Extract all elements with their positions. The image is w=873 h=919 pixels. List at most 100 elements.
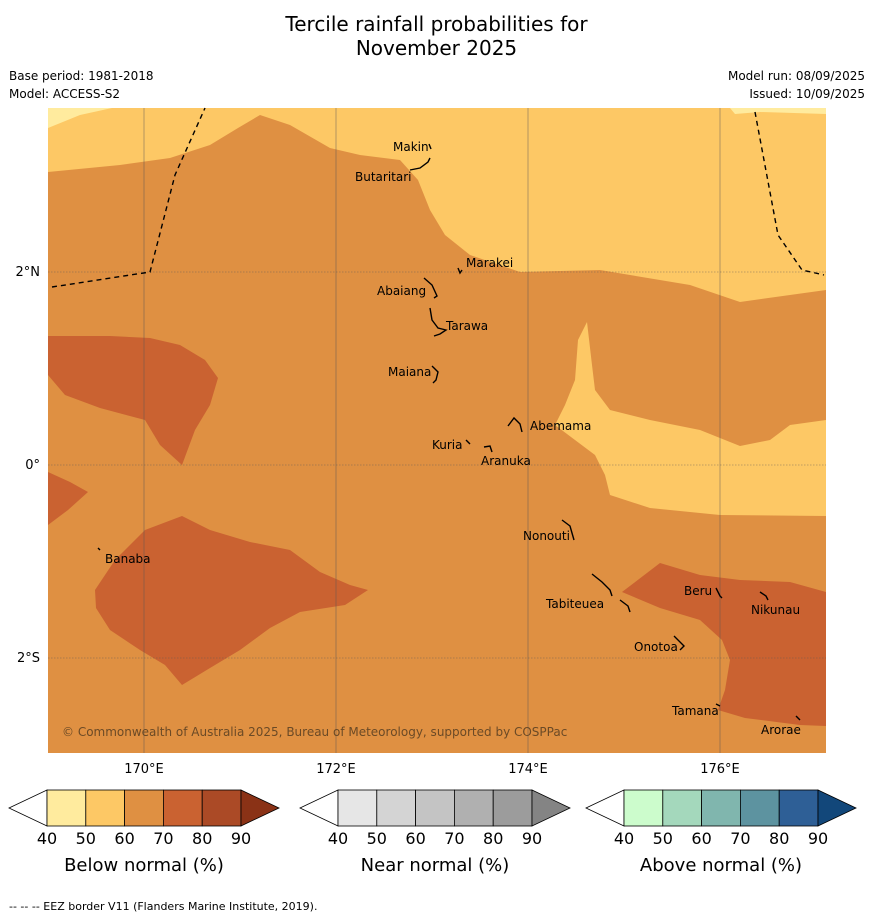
title-line-1: Tercile rainfall probabilities for (285, 12, 588, 36)
colorbar-segment (662, 789, 702, 827)
label-abemama: Abemama (530, 419, 591, 433)
island-tarawa (429, 307, 448, 337)
colorbar-tick: 60 (691, 829, 711, 848)
lat-label-2s: 2°S (17, 651, 40, 666)
region-70-80-west (48, 336, 218, 465)
issued-date: Issued: 10/09/2025 (749, 87, 865, 101)
colorbar-segment (337, 789, 378, 827)
model-name: Model: ACCESS-S2 (9, 87, 121, 101)
island-nonouti (561, 519, 575, 541)
region-50-60-east (555, 322, 826, 516)
lon-label-174: 174°E (508, 762, 548, 777)
colorbar-tick: 80 (483, 829, 503, 848)
label-arorae: Arorae (761, 723, 801, 737)
colorbar-tick: 60 (405, 829, 425, 848)
label-makin: Makin (393, 140, 429, 154)
colorbar-segment (46, 789, 87, 827)
island-tamana (715, 703, 721, 707)
label-tamana: Tamana (671, 704, 719, 718)
island-labels: Makin Butaritari Marakei Abaiang Tarawa … (105, 140, 801, 737)
label-onotoa: Onotoa (634, 640, 678, 654)
colorbar-segment (492, 789, 533, 827)
map-title: Tercile rainfall probabilities for Novem… (0, 12, 873, 60)
graticule (48, 108, 826, 753)
colorbar-tick: 40 (328, 829, 348, 848)
island-makin (428, 143, 432, 150)
meta-left: Base period: 1981-2018 Model: ACCESS-S2 (9, 67, 154, 103)
colorbars: 40 50 60 70 80 90 Below normal (%) 40 50 60 70 80 90… (8, 789, 857, 876)
colorbar-segment (162, 789, 203, 827)
label-abaiang: Abaiang (377, 284, 426, 298)
region-50-60-north (48, 108, 826, 302)
colorbar-tick: 90 (808, 829, 828, 848)
region-70-80-southwest (95, 516, 368, 685)
colorbar-extend-low (585, 789, 625, 827)
lon-label-176: 176°E (700, 762, 740, 777)
island-banaba (97, 547, 101, 551)
copyright-note: © Commonwealth of Australia 2025, Bureau… (62, 725, 567, 739)
island-tabiteuea (591, 573, 631, 613)
island-arorae (795, 715, 801, 721)
colorbar-tick: 50 (367, 829, 387, 848)
colorbar-segment (701, 789, 741, 827)
island-beru (715, 587, 723, 599)
colorbar-2: 40 50 60 70 80 90 Near normal (%) (299, 789, 571, 876)
colorbar-segment (376, 789, 416, 827)
colorbar-segment (623, 789, 664, 827)
label-nonouti: Nonouti (523, 529, 570, 543)
island-aranuka (483, 445, 493, 453)
meta-right: Model run: 08/09/2025 Issued: 10/09/2025 (728, 67, 865, 103)
colorbar-label: Above normal (%) (640, 855, 802, 876)
base-period: Base period: 1981-2018 (9, 69, 154, 83)
colorbar-extend-low (299, 789, 339, 827)
island-butaritari (409, 157, 431, 171)
islands (97, 143, 801, 721)
label-kuria: Kuria (432, 438, 463, 452)
colorbar-tick: 70 (444, 829, 464, 848)
colorbar-segment (85, 789, 126, 827)
island-nikunau (759, 591, 769, 601)
colorbar-segment (415, 789, 455, 827)
label-nikunau: Nikunau (751, 603, 800, 617)
island-kuria (465, 439, 471, 445)
eez-footnote: -- -- -- EEZ border V11 (Flanders Marine… (9, 900, 318, 913)
island-marakei (457, 267, 463, 275)
colorbar-extend-high (531, 789, 571, 827)
lon-label-170: 170°E (124, 762, 164, 777)
colorbar-extend-low (8, 789, 48, 827)
region-40-50-topleft (48, 108, 112, 128)
label-tarawa: Tarawa (445, 319, 488, 333)
colorbar-label: Near normal (%) (361, 855, 510, 876)
colorbar-extend-high (240, 789, 280, 827)
island-abemama (507, 416, 523, 433)
island-maiana (431, 365, 439, 384)
lat-label-0: 0° (25, 458, 40, 473)
colorbar-tick: 80 (769, 829, 789, 848)
label-aranuka: Aranuka (481, 454, 531, 468)
colorbar-tick: 40 (614, 829, 634, 848)
colorbar-segment (740, 789, 780, 827)
label-maiana: Maiana (388, 365, 431, 379)
colorbar-3: 40 50 60 70 80 90 Above normal (%) (585, 789, 857, 876)
colorbar-label: Below normal (%) (64, 855, 224, 876)
axis-labels: 170°E 172°E 174°E 176°E 2°N 0° 2°S (16, 265, 740, 777)
island-abaiang (423, 277, 438, 299)
colorbar-1: 40 50 60 70 80 90 Below normal (%) (8, 789, 280, 876)
colorbar-tick: 90 (522, 829, 542, 848)
eez-border (51, 107, 825, 288)
colorbar-tick: 50 (76, 829, 96, 848)
colorbar-tick: 70 (153, 829, 173, 848)
colorbar-segment (778, 789, 819, 827)
lat-label-2n: 2°N (16, 265, 41, 280)
model-run: Model run: 08/09/2025 (727, 69, 865, 83)
region-70-80-southeast (622, 563, 826, 726)
label-banaba: Banaba (105, 552, 151, 566)
colorbar-tick: 60 (114, 829, 134, 848)
lon-label-172: 172°E (316, 762, 356, 777)
label-butaritari: Butaritari (355, 170, 412, 184)
region-70-80-edge (48, 472, 88, 525)
colorbar-segment (124, 789, 164, 827)
colorbar-tick: 70 (730, 829, 750, 848)
colorbar-tick: 40 (37, 829, 57, 848)
